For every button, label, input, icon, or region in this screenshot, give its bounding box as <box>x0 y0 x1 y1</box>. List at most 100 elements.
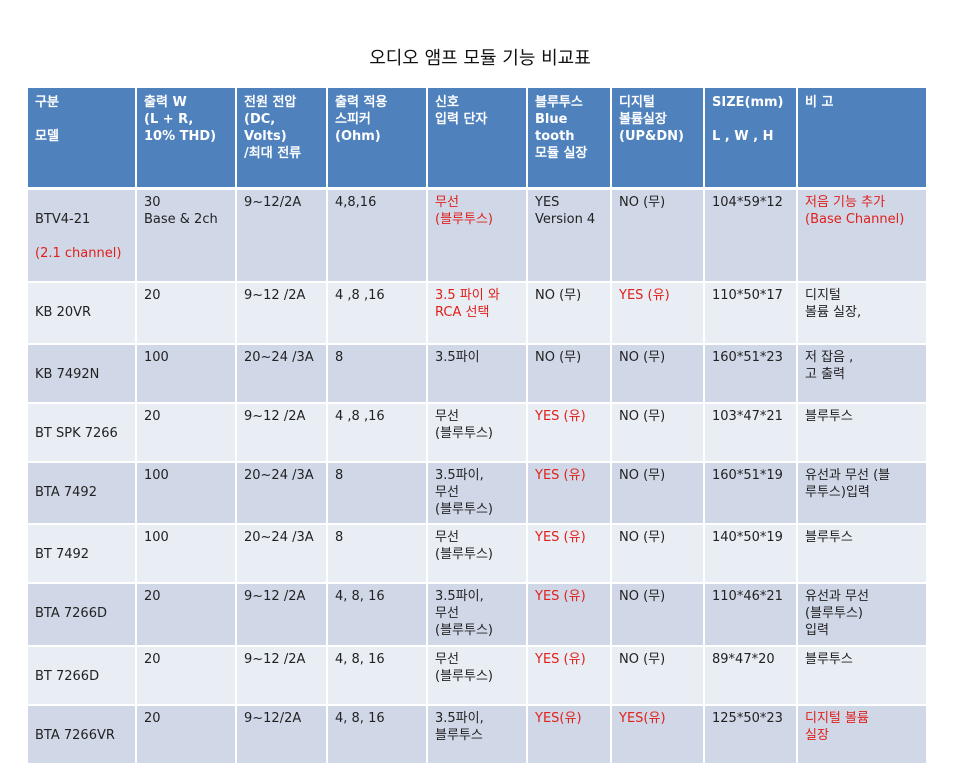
cell-size: 125*50*23 <box>704 705 798 765</box>
table-row: BT SPK 7266 20 9~12 /2A 4 ,8 ,16 무선 (블루투… <box>28 403 926 463</box>
cell-note: 디지털 볼륨 실장 <box>797 705 926 765</box>
cell-bluetooth: YES(유) <box>527 705 612 765</box>
cell-model: BTV4-21 (2.1 channel) <box>28 188 137 283</box>
model-name: KB 20VR <box>35 305 92 320</box>
cell-ohm: 8 <box>327 462 428 525</box>
table-row: BT 7266D 20 9~12 /2A 4, 8, 16 무선 (블루투스) … <box>28 646 926 706</box>
cell-bluetooth: YES (유) <box>527 646 612 706</box>
model-name: BTV4-21 <box>35 212 91 227</box>
table-row: BTV4-21 (2.1 channel) 30 Base & 2ch 9~12… <box>28 188 926 283</box>
model-name: BT 7492 <box>35 547 90 562</box>
header-row: 구분 모델 출력 W (L + R, 10% THD) 전원 전압 (DC, V… <box>28 88 926 190</box>
model-name: BTA 7266D <box>35 606 107 621</box>
cell-size: 104*59*12 <box>704 188 798 283</box>
cell-model: KB 7492N <box>28 344 137 404</box>
cell-bluetooth: YES (유) <box>527 583 612 647</box>
cell-power: 100 <box>136 462 237 525</box>
model-name: BT 7266D <box>35 669 100 684</box>
model-subtitle: (2.1 channel) <box>35 246 122 261</box>
cell-size: 160*51*19 <box>704 462 798 525</box>
cell-model: BTA 7266D <box>28 583 137 647</box>
cell-voltage: 20~24 /3A <box>236 344 328 404</box>
cell-note: 저음 기능 추가 (Base Channel) <box>797 188 926 283</box>
cell-model: BTA 7266VR <box>28 705 137 765</box>
page-title: 오디오 앰프 모듈 기능 비교표 <box>369 48 591 69</box>
cell-model: KB 20VR <box>28 282 137 345</box>
header-model: 구분 모델 <box>28 88 137 190</box>
table-row: BTA 7266D 20 9~12 /2A 4, 8, 16 3.5파이, 무선… <box>28 583 926 647</box>
cell-power: 30 Base & 2ch <box>136 188 237 283</box>
cell-note: 저 잡음 , 고 출력 <box>797 344 926 404</box>
cell-input: 무선 (블루투스) <box>427 646 528 706</box>
cell-ohm: 8 <box>327 524 428 584</box>
cell-volume: NO (무) <box>611 646 705 706</box>
cell-input: 무선 (블루투스) <box>427 403 528 463</box>
cell-size: 89*47*20 <box>704 646 798 706</box>
cell-volume: NO (무) <box>611 462 705 525</box>
cell-input: 무선 (블루투스) <box>427 188 528 283</box>
cell-input: 3.5 파이 와 RCA 선택 <box>427 282 528 345</box>
header-voltage: 전원 전압 (DC, Volts) /최대 전류 <box>236 88 328 190</box>
cell-size: 103*47*21 <box>704 403 798 463</box>
cell-voltage: 9~12/2A <box>236 188 328 283</box>
cell-voltage: 20~24 /3A <box>236 524 328 584</box>
cell-ohm: 4, 8, 16 <box>327 583 428 647</box>
table-row: BTA 7492 100 20~24 /3A 8 3.5파이, 무선 (블루투스… <box>28 462 926 525</box>
header-note: 비 고 <box>797 88 926 190</box>
cell-voltage: 20~24 /3A <box>236 462 328 525</box>
cell-volume: NO (무) <box>611 583 705 647</box>
cell-model: BTA 7492 <box>28 462 137 525</box>
header-power: 출력 W (L + R, 10% THD) <box>136 88 237 190</box>
cell-volume: NO (무) <box>611 188 705 283</box>
cell-model: BT SPK 7266 <box>28 403 137 463</box>
table-row: BT 7492 100 20~24 /3A 8 무선 (블루투스) YES (유… <box>28 524 926 584</box>
cell-note: 블루투스 <box>797 403 926 463</box>
cell-note: 블루투스 <box>797 524 926 584</box>
cell-note: 디지털 볼륨 실장, <box>797 282 926 345</box>
cell-power: 20 <box>136 282 237 345</box>
cell-volume: NO (무) <box>611 344 705 404</box>
model-name: BT SPK 7266 <box>35 426 118 441</box>
cell-size: 110*50*17 <box>704 282 798 345</box>
cell-note: 유선과 무선 (블 루투스)입력 <box>797 462 926 525</box>
table-row: KB 7492N 100 20~24 /3A 8 3.5파이 NO (무) NO… <box>28 344 926 404</box>
cell-ohm: 8 <box>327 344 428 404</box>
cell-voltage: 9~12 /2A <box>236 583 328 647</box>
cell-volume: NO (무) <box>611 524 705 584</box>
cell-volume: NO (무) <box>611 403 705 463</box>
cell-input: 3.5파이, 블루투스 <box>427 705 528 765</box>
cell-volume: YES (유) <box>611 282 705 345</box>
cell-bluetooth: YES (유) <box>527 524 612 584</box>
cell-size: 140*50*19 <box>704 524 798 584</box>
cell-power: 100 <box>136 524 237 584</box>
table-row: BTA 7266VR 20 9~12/2A 4, 8, 16 3.5파이, 블루… <box>28 705 926 765</box>
cell-power: 20 <box>136 583 237 647</box>
cell-voltage: 9~12 /2A <box>236 646 328 706</box>
header-size: SIZE(mm) L , W , H <box>704 88 798 190</box>
cell-bluetooth: YES Version 4 <box>527 188 612 283</box>
cell-model: BT 7492 <box>28 524 137 584</box>
table-row: KB 20VR 20 9~12 /2A 4 ,8 ,16 3.5 파이 와 RC… <box>28 282 926 345</box>
cell-input: 3.5파이, 무선 (블루투스) <box>427 583 528 647</box>
cell-input: 3.5파이, 무선 (블루투스) <box>427 462 528 525</box>
model-name: BTA 7492 <box>35 485 97 500</box>
cell-ohm: 4 ,8 ,16 <box>327 282 428 345</box>
cell-power: 20 <box>136 403 237 463</box>
cell-input: 무선 (블루투스) <box>427 524 528 584</box>
cell-ohm: 4,8,16 <box>327 188 428 283</box>
cell-voltage: 9~12 /2A <box>236 282 328 345</box>
cell-ohm: 4, 8, 16 <box>327 646 428 706</box>
header-bluetooth: 블루투스 Blue tooth 모듈 실장 <box>527 88 612 190</box>
cell-input: 3.5파이 <box>427 344 528 404</box>
cell-bluetooth: YES (유) <box>527 462 612 525</box>
cell-power: 20 <box>136 705 237 765</box>
cell-power: 20 <box>136 646 237 706</box>
header-input: 신호 입력 단자 <box>427 88 528 190</box>
cell-power: 100 <box>136 344 237 404</box>
header-speaker-ohm: 출력 적용 스피커 (Ohm) <box>327 88 428 190</box>
cell-model: BT 7266D <box>28 646 137 706</box>
cell-note: 블루투스 <box>797 646 926 706</box>
cell-ohm: 4, 8, 16 <box>327 705 428 765</box>
model-name: BTA 7266VR <box>35 728 115 743</box>
cell-bluetooth: NO (무) <box>527 282 612 345</box>
